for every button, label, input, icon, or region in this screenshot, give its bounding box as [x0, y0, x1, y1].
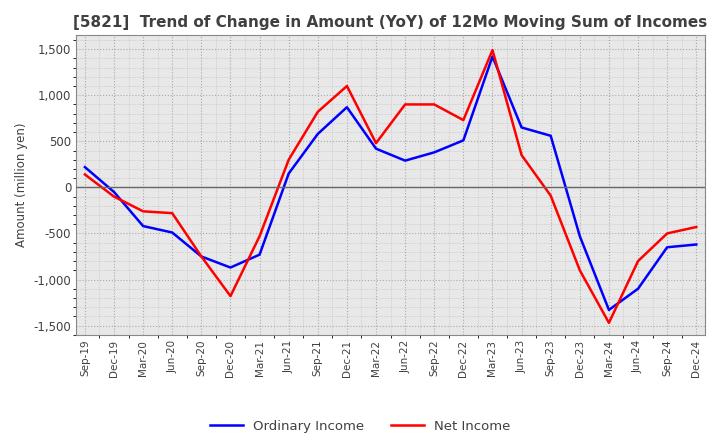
- Ordinary Income: [575, 234, 584, 239]
- Ordinary Income: [226, 265, 235, 270]
- Net Income: [226, 293, 235, 299]
- Ordinary Income: [692, 242, 701, 247]
- Ordinary Income: [517, 125, 526, 130]
- Ordinary Income: [372, 146, 380, 151]
- Net Income: [81, 172, 89, 177]
- Ordinary Income: [81, 165, 89, 170]
- Net Income: [313, 109, 322, 114]
- Net Income: [488, 48, 497, 53]
- Line: Net Income: Net Income: [85, 50, 696, 323]
- Legend: Ordinary Income, Net Income: Ordinary Income, Net Income: [204, 414, 516, 438]
- Line: Ordinary Income: Ordinary Income: [85, 56, 696, 310]
- Ordinary Income: [313, 131, 322, 136]
- Net Income: [284, 157, 293, 162]
- Ordinary Income: [430, 150, 438, 155]
- Ordinary Income: [546, 133, 555, 139]
- Ordinary Income: [109, 189, 118, 194]
- Net Income: [168, 210, 176, 216]
- Ordinary Income: [634, 286, 642, 291]
- Ordinary Income: [663, 245, 672, 250]
- Net Income: [459, 117, 468, 123]
- Net Income: [663, 231, 672, 236]
- Ordinary Income: [168, 230, 176, 235]
- Y-axis label: Amount (million yen): Amount (million yen): [15, 123, 28, 247]
- Title: [5821]  Trend of Change in Amount (YoY) of 12Mo Moving Sum of Incomes: [5821] Trend of Change in Amount (YoY) o…: [73, 15, 708, 30]
- Net Income: [139, 209, 148, 214]
- Ordinary Income: [459, 138, 468, 143]
- Net Income: [343, 83, 351, 88]
- Net Income: [605, 320, 613, 326]
- Net Income: [517, 153, 526, 158]
- Ordinary Income: [139, 224, 148, 229]
- Net Income: [256, 234, 264, 239]
- Net Income: [692, 224, 701, 230]
- Net Income: [197, 254, 206, 259]
- Ordinary Income: [343, 105, 351, 110]
- Ordinary Income: [284, 171, 293, 176]
- Ordinary Income: [605, 307, 613, 312]
- Ordinary Income: [488, 54, 497, 59]
- Ordinary Income: [401, 158, 410, 163]
- Ordinary Income: [256, 252, 264, 257]
- Ordinary Income: [197, 254, 206, 259]
- Net Income: [546, 193, 555, 198]
- Net Income: [401, 102, 410, 107]
- Net Income: [372, 140, 380, 146]
- Net Income: [430, 102, 438, 107]
- Net Income: [634, 258, 642, 264]
- Net Income: [575, 268, 584, 273]
- Net Income: [109, 194, 118, 199]
